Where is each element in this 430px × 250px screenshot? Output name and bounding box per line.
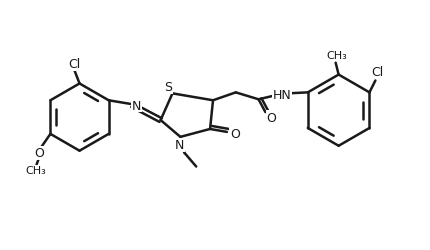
Text: CH₃: CH₃ — [25, 166, 46, 176]
Text: Cl: Cl — [370, 66, 383, 79]
Text: O: O — [229, 128, 239, 141]
Text: HN: HN — [272, 88, 291, 102]
Text: Cl: Cl — [68, 58, 80, 71]
Text: O: O — [34, 146, 44, 160]
Text: N: N — [174, 139, 184, 152]
Text: O: O — [266, 111, 276, 124]
Text: S: S — [164, 80, 172, 94]
Text: N: N — [131, 99, 141, 112]
Text: CH₃: CH₃ — [326, 50, 346, 60]
